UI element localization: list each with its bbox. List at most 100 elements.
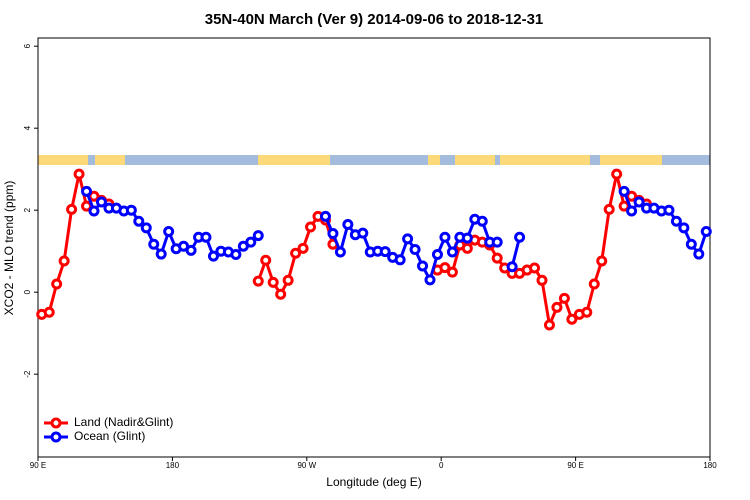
data-point	[252, 230, 264, 242]
data-point	[678, 222, 690, 234]
data-point	[551, 301, 563, 313]
data-point	[663, 204, 675, 216]
land-strip	[258, 155, 330, 165]
legend-label: Land (Nadir&Glint)	[74, 415, 173, 429]
data-point	[155, 248, 167, 260]
x-tick-label: 0	[439, 461, 444, 470]
land-strip	[600, 155, 662, 165]
legend-label: Ocean (Glint)	[74, 429, 145, 443]
data-point	[163, 226, 175, 238]
data-point	[558, 292, 570, 304]
data-point	[297, 242, 309, 254]
data-point	[402, 233, 414, 245]
chart-title: 35N-40N March (Ver 9) 2014-09-06 to 2018…	[205, 11, 544, 28]
data-point	[95, 196, 107, 208]
data-point	[357, 227, 369, 239]
data-point	[81, 185, 93, 197]
data-point	[461, 232, 473, 244]
plot-frame	[37, 37, 711, 458]
data-point	[543, 319, 555, 331]
data-point	[685, 238, 697, 250]
data-point	[693, 248, 705, 260]
data-point	[185, 244, 197, 256]
surface-strip	[38, 155, 710, 165]
data-point	[409, 244, 421, 256]
data-point	[491, 252, 503, 264]
data-point	[66, 203, 78, 215]
data-point	[506, 261, 518, 273]
data-point	[439, 262, 451, 274]
data-point	[230, 248, 242, 260]
data-point	[305, 221, 317, 233]
data-point	[88, 205, 100, 217]
x-axis-label: Longitude (deg E)	[326, 475, 421, 489]
data-point	[73, 168, 85, 180]
data-point	[133, 215, 145, 227]
data-point	[58, 255, 70, 267]
data-point	[446, 266, 458, 278]
land-strip	[428, 155, 440, 165]
data-point	[431, 248, 443, 260]
data-point	[446, 246, 458, 258]
data-point	[43, 306, 55, 318]
x-tick-label: 90 W	[297, 461, 316, 470]
data-point	[633, 196, 645, 208]
data-point	[379, 246, 391, 258]
data-point	[529, 262, 541, 274]
data-point	[581, 306, 593, 318]
data-point	[342, 219, 354, 231]
y-tick-label: -2	[23, 370, 32, 378]
data-point	[207, 250, 219, 262]
y-tick-label: 0	[23, 289, 32, 294]
data-point	[461, 242, 473, 254]
legend-marker	[50, 417, 62, 429]
ocean-strip	[38, 155, 710, 165]
data-point	[290, 247, 302, 259]
y-tick-label: 6	[23, 43, 32, 48]
data-point	[700, 226, 712, 238]
data-point	[536, 274, 548, 286]
data-point	[260, 254, 272, 266]
data-point	[394, 254, 406, 266]
data-point	[140, 222, 152, 234]
data-point	[282, 274, 294, 286]
data-point	[514, 231, 526, 243]
data-point	[148, 238, 160, 250]
data-point	[125, 204, 137, 216]
land-strip	[455, 155, 495, 165]
data-point	[588, 278, 600, 290]
land-strip	[95, 155, 125, 165]
data-point	[611, 168, 623, 180]
data-point	[603, 203, 615, 215]
data-point	[334, 246, 346, 258]
data-point	[417, 260, 429, 272]
data-point	[439, 231, 451, 243]
x-tick-label: 90 E	[30, 461, 46, 470]
data-point	[618, 185, 630, 197]
data-point	[424, 274, 436, 286]
data-point	[51, 278, 63, 290]
series-line	[85, 190, 708, 284]
x-tick-label: 180	[166, 461, 180, 470]
data-point	[252, 275, 264, 287]
x-tick-label: 90 E	[567, 461, 583, 470]
y-axis-label: XCO2 - MLO trend (ppm)	[2, 181, 16, 316]
data-point	[267, 276, 279, 288]
land-strip	[500, 155, 590, 165]
x-tick-label: 180	[703, 461, 717, 470]
data-point	[327, 228, 339, 240]
legend-marker	[50, 431, 62, 443]
data-point	[566, 313, 578, 325]
data-point	[319, 210, 331, 222]
data-point	[626, 205, 638, 217]
land-strip	[38, 155, 88, 165]
data-point	[596, 255, 608, 267]
y-tick-label: 2	[23, 207, 32, 212]
data-point	[200, 231, 212, 243]
data-point	[245, 236, 257, 248]
data-point	[476, 215, 488, 227]
data-point	[275, 288, 287, 300]
data-point	[491, 236, 503, 248]
data-point	[670, 215, 682, 227]
